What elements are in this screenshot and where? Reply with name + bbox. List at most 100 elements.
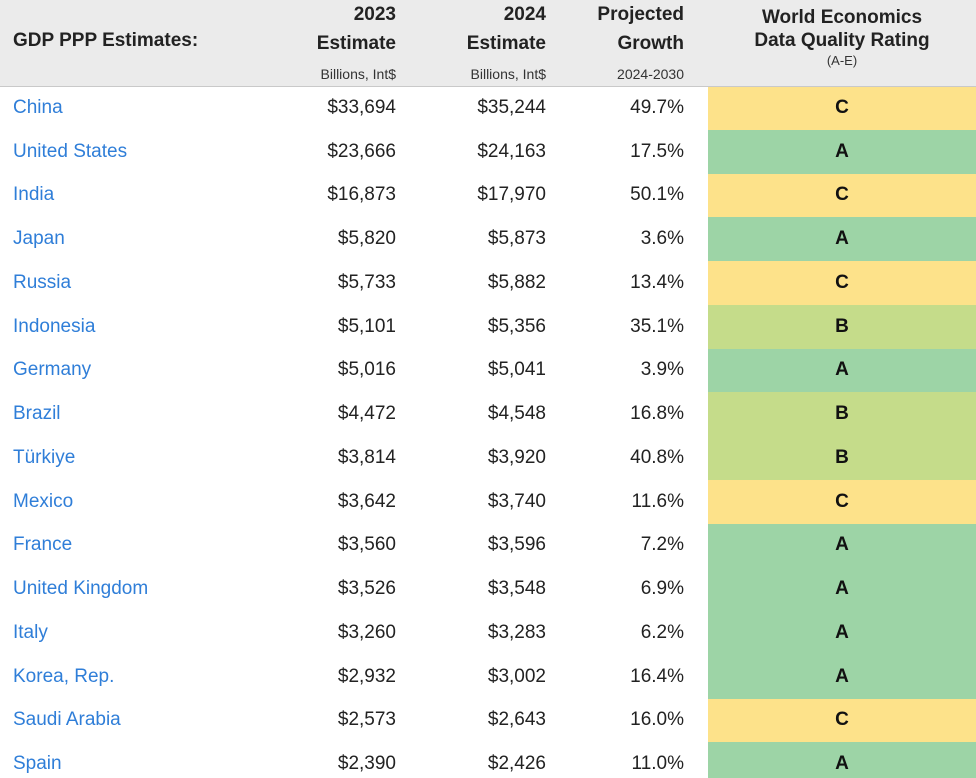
projected-growth-cell: 50.1% [630,184,684,206]
projected-growth-cell: 6.9% [640,578,684,600]
country-link[interactable]: Brazil [13,403,61,425]
header-rating-scale: (A-E) [826,53,858,68]
estimate-2023-cell: $4,472 [337,403,396,425]
table-row: Russia $5,733 $5,882 13.4% C [0,261,976,305]
table-body: China $33,694 $35,244 49.7% C United States $2… [0,86,976,778]
table-row: Türkiye $3,814 $3,920 40.8% B [0,436,976,480]
estimate-2023-cell: $3,814 [337,446,396,468]
estimate-2023-cell: $16,873 [327,184,396,206]
country-link[interactable]: Korea, Rep. [13,665,115,687]
estimate-2023-cell: $33,694 [327,97,396,119]
header-rating-line1: World Economics [761,7,923,28]
estimate-2023-cell: $3,560 [337,534,396,556]
estimate-2024-cell: $3,920 [487,446,546,468]
country-link[interactable]: Saudi Arabia [13,709,121,731]
header-2024-estimate[interactable]: 2024 Estimate Billions, Int$ [420,0,570,87]
rating-cell: C [708,479,976,524]
estimate-2024-cell: $4,548 [487,403,546,425]
header-data-quality-rating[interactable]: World Economics Data Quality Rating (A-E… [708,0,976,87]
header-title: GDP PPP Estimates: [0,0,250,87]
header-2023-label: Estimate [316,33,396,54]
estimate-2023-cell: $5,733 [337,271,396,293]
projected-growth-cell: 16.4% [630,665,684,687]
header-growth-line1: Projected [597,4,684,25]
estimate-2023-cell: $3,526 [337,578,396,600]
header-title-text: GDP PPP Estimates: [13,30,199,51]
country-link[interactable]: Mexico [13,490,74,512]
table-row: Spain $2,390 $2,426 11.0% A [0,742,976,778]
estimate-2023-cell: $23,666 [327,140,396,162]
projected-growth-cell: 3.6% [640,228,684,250]
projected-growth-cell: 40.8% [630,446,684,468]
table-row: India $16,873 $17,970 50.1% C [0,173,976,218]
rating-cell: A [708,654,976,699]
table-row: United Kingdom $3,526 $3,548 6.9% A [0,567,976,611]
projected-growth-cell: 3.9% [640,359,684,381]
estimate-2024-cell: $3,740 [487,490,546,512]
country-link[interactable]: Japan [13,228,65,250]
estimate-2024-cell: $5,356 [487,315,546,337]
table-row: China $33,694 $35,244 49.7% C [0,86,976,130]
country-link[interactable]: Spain [13,753,62,775]
country-link[interactable]: Türkiye [13,446,76,468]
rating-cell: C [708,261,976,305]
rating-cell: A [708,348,976,393]
country-link[interactable]: Russia [13,271,72,293]
projected-growth-cell: 6.2% [640,621,684,643]
country-link[interactable]: Indonesia [13,315,96,337]
projected-growth-cell: 16.8% [630,403,684,425]
rating-cell: B [708,392,976,436]
table-row: Mexico $3,642 $3,740 11.6% C [0,479,976,524]
estimate-2024-cell: $3,283 [487,621,546,643]
rating-cell: B [708,436,976,480]
table-row: Brazil $4,472 $4,548 16.8% B [0,392,976,436]
estimate-2024-cell: $5,041 [487,359,546,381]
table-row: Japan $5,820 $5,873 3.6% A [0,217,976,261]
header-2023-estimate[interactable]: 2023 Estimate Billions, Int$ [250,0,420,87]
rating-cell: A [708,611,976,655]
projected-growth-cell: 35.1% [630,315,684,337]
estimate-2023-cell: $3,642 [337,490,396,512]
header-2024-year: 2024 [503,4,546,25]
header-rating-line2: Data Quality Rating [754,30,930,51]
estimate-2023-cell: $2,390 [337,753,396,775]
country-link[interactable]: Italy [13,621,48,643]
estimate-2024-cell: $35,244 [477,97,546,119]
estimate-2024-cell: $3,002 [487,665,546,687]
header-2024-unit: Billions, Int$ [470,66,546,82]
table-row: United States $23,666 $24,163 17.5% A [0,129,976,174]
projected-growth-cell: 11.6% [631,490,684,512]
estimate-2023-cell: $2,573 [337,709,396,731]
header-growth-unit: 2024-2030 [617,66,684,82]
country-link[interactable]: India [13,184,55,206]
rating-cell: C [708,173,976,218]
estimate-2023-cell: $3,260 [337,621,396,643]
projected-growth-cell: 17.5% [630,140,684,162]
table-row: France $3,560 $3,596 7.2% A [0,523,976,568]
header-projected-growth[interactable]: Projected Growth 2024-2030 [570,0,708,87]
country-link[interactable]: France [13,534,73,556]
estimate-2023-cell: $5,016 [337,359,396,381]
estimate-2024-cell: $24,163 [477,140,546,162]
estimate-2024-cell: $17,970 [477,184,546,206]
country-link[interactable]: Germany [13,359,92,381]
projected-growth-cell: 11.0% [631,753,684,775]
table-row: Saudi Arabia $2,573 $2,643 16.0% C [0,698,976,743]
table-row: Germany $5,016 $5,041 3.9% A [0,348,976,393]
estimate-2024-cell: $2,426 [487,753,546,775]
estimate-2024-cell: $2,643 [487,709,546,731]
table-row: Indonesia $5,101 $5,356 35.1% B [0,304,976,349]
estimate-2023-cell: $2,932 [337,665,396,687]
header-2024-label: Estimate [466,33,546,54]
rating-cell: A [708,742,976,778]
country-link[interactable]: United Kingdom [13,578,149,600]
rating-cell: C [708,86,976,130]
estimate-2023-cell: $5,101 [337,315,396,337]
projected-growth-cell: 13.4% [630,271,684,293]
rating-cell: A [708,129,976,174]
country-link[interactable]: China [13,97,63,119]
estimate-2024-cell: $5,882 [487,271,546,293]
country-link[interactable]: United States [13,140,128,162]
projected-growth-cell: 49.7% [630,97,684,119]
